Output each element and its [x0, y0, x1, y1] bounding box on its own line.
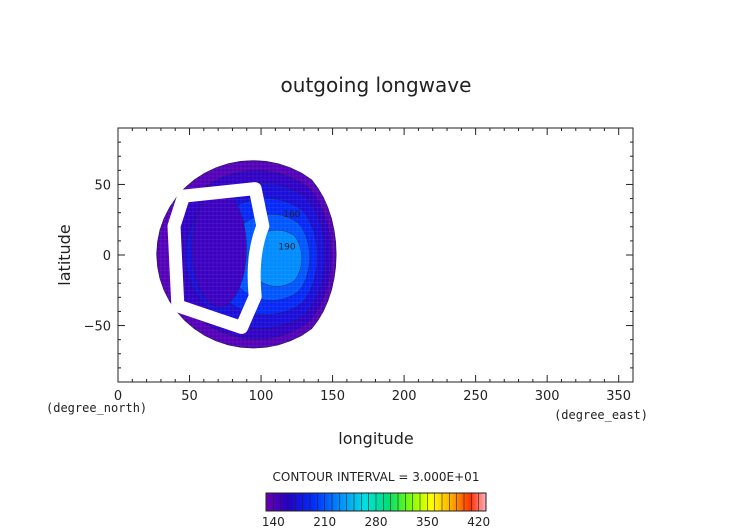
x-tick-label: 100	[249, 389, 274, 404]
y-tick-label: 0	[103, 249, 111, 264]
y-axis-label: latitude	[55, 224, 74, 285]
x-unit-label: (degree_east)	[554, 408, 648, 422]
y-tick-label: −50	[84, 320, 111, 335]
colorbar-ticks: 140 210 280 350 420	[262, 493, 490, 529]
x-tick-label: 0	[114, 389, 122, 404]
axis-ticks: 0 50 100 150 200 250 300 350 −50 0 50	[84, 128, 633, 404]
contour-label: 190	[278, 243, 295, 253]
x-tick-label: 200	[392, 389, 417, 404]
x-axis-label: longitude	[338, 429, 413, 448]
missing-data-ring	[167, 182, 270, 334]
y-tick-label: 50	[94, 178, 111, 193]
contour-interval-label: CONTOUR INTERVAL = 3.000E+01	[273, 470, 480, 484]
colorbar-label: 280	[365, 515, 388, 529]
colorbar-label: 420	[467, 515, 490, 529]
contour-field: 160 190	[118, 128, 633, 382]
x-tick-label: 300	[535, 389, 560, 404]
y-unit-label: (degree_north)	[46, 401, 147, 415]
x-tick-label: 350	[606, 389, 631, 404]
chart-title: outgoing longwave	[281, 73, 472, 97]
colorbar-label: 140	[262, 515, 285, 529]
x-tick-label: 250	[463, 389, 488, 404]
x-tick-label: 50	[181, 389, 198, 404]
western-interior	[192, 190, 247, 308]
contour-label: 160	[283, 210, 300, 220]
colorbar-label: 210	[313, 515, 336, 529]
colorbar-label: 350	[416, 515, 439, 529]
x-tick-label: 150	[320, 389, 345, 404]
